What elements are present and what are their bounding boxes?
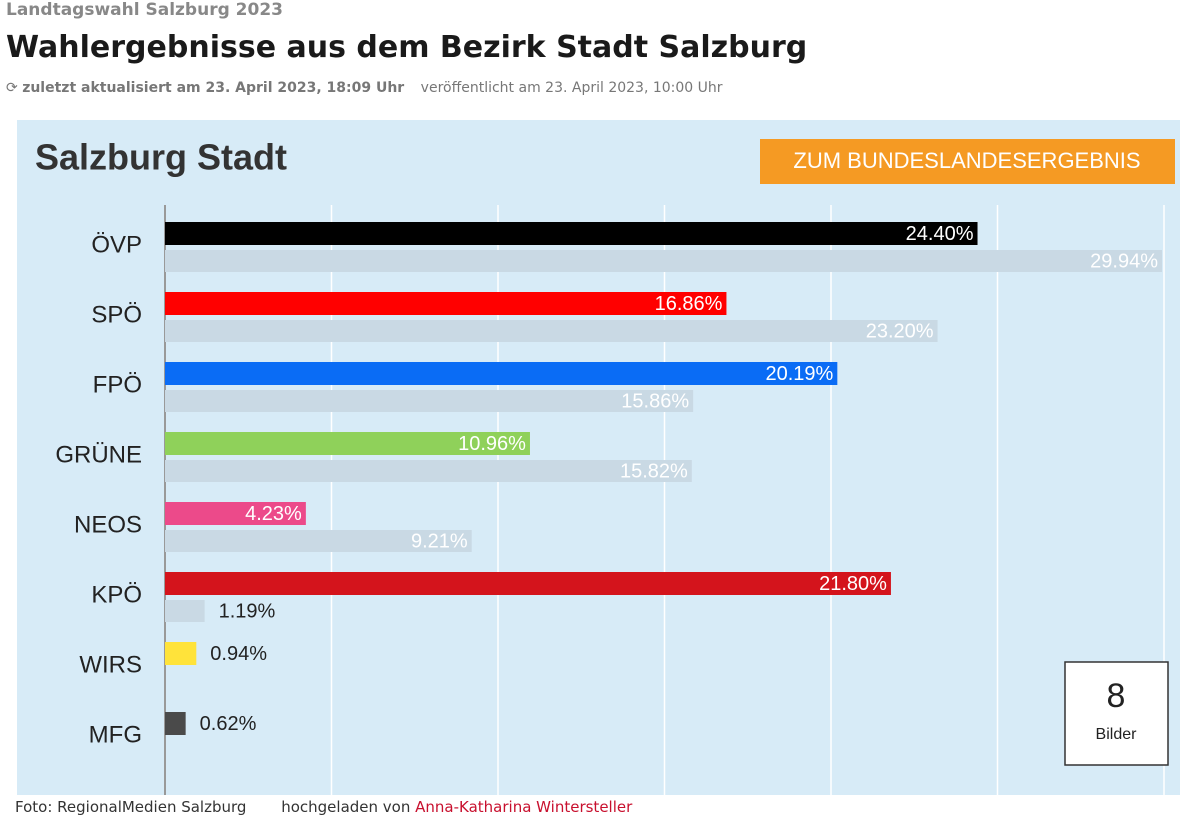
gallery-box[interactable] xyxy=(1064,661,1169,766)
value-label: 10.96% xyxy=(458,433,526,455)
value-label: 15.82% xyxy=(620,460,688,482)
bar xyxy=(165,292,727,315)
bar xyxy=(165,642,197,665)
button[interactable] xyxy=(760,139,1175,184)
bar xyxy=(165,530,472,552)
bar xyxy=(165,390,694,412)
value-label: 0.62% xyxy=(200,713,257,735)
refresh-icon: ⟳ xyxy=(6,80,18,96)
value-label: 20.19% xyxy=(765,363,833,385)
gallery-count[interactable]: 8 xyxy=(1107,677,1126,715)
value-label: 24.40% xyxy=(906,223,974,245)
chart-bg xyxy=(17,120,1180,795)
category-label: MFG xyxy=(89,721,142,748)
value-label: 15.86% xyxy=(621,390,689,412)
title: Wahlergebnisse aus dem Bezirk Stadt Salz… xyxy=(6,30,808,65)
credit: Foto: RegionalMedien Salzburg xyxy=(15,798,247,816)
published: veröffentlicht am 23. April 2023, 10:00 … xyxy=(420,80,723,96)
bar xyxy=(165,250,1163,272)
category-label: SPÖ xyxy=(91,301,142,328)
value-label: 1.19% xyxy=(219,600,276,622)
value-label: 16.86% xyxy=(655,293,723,315)
kicker: Landtagswahl Salzburg 2023 xyxy=(6,0,283,20)
bar xyxy=(165,572,891,595)
value-label: 0.94% xyxy=(210,643,267,665)
category-label: GRÜNE xyxy=(55,441,142,468)
category-label: ÖVP xyxy=(91,231,142,258)
category-label: KPÖ xyxy=(91,581,142,608)
value-label: 4.23% xyxy=(245,503,302,525)
updated: zuletzt aktualisiert am 23. April 2023, … xyxy=(22,80,405,96)
author[interactable]: Anna-Katharina Wintersteller xyxy=(415,798,633,816)
category-label: NEOS xyxy=(74,511,142,538)
footer: Foto: RegionalMedien Salzburg hochgelade… xyxy=(15,798,632,816)
gallery-label[interactable]: Bilder xyxy=(1096,726,1138,743)
value-label: 21.80% xyxy=(819,573,887,595)
category-label: WIRS xyxy=(79,651,142,678)
uploaded: hochgeladen von xyxy=(281,798,411,816)
bar xyxy=(165,222,978,245)
meta: ⟳ zuletzt aktualisiert am 23. April 2023… xyxy=(6,80,723,96)
chart-title: Salzburg Stadt xyxy=(35,137,287,178)
bar xyxy=(165,460,692,482)
bar xyxy=(165,362,838,385)
category-label: FPÖ xyxy=(93,371,142,398)
button-label[interactable]: ZUM BUNDESLANDESERGEBNIS xyxy=(793,148,1140,173)
bar xyxy=(165,502,306,525)
value-label: 29.94% xyxy=(1090,250,1158,272)
bar xyxy=(165,712,186,735)
value-label: 23.20% xyxy=(866,320,934,342)
bar xyxy=(165,432,530,455)
bar xyxy=(165,600,205,622)
value-label: 9.21% xyxy=(411,530,468,552)
bar xyxy=(165,320,938,342)
